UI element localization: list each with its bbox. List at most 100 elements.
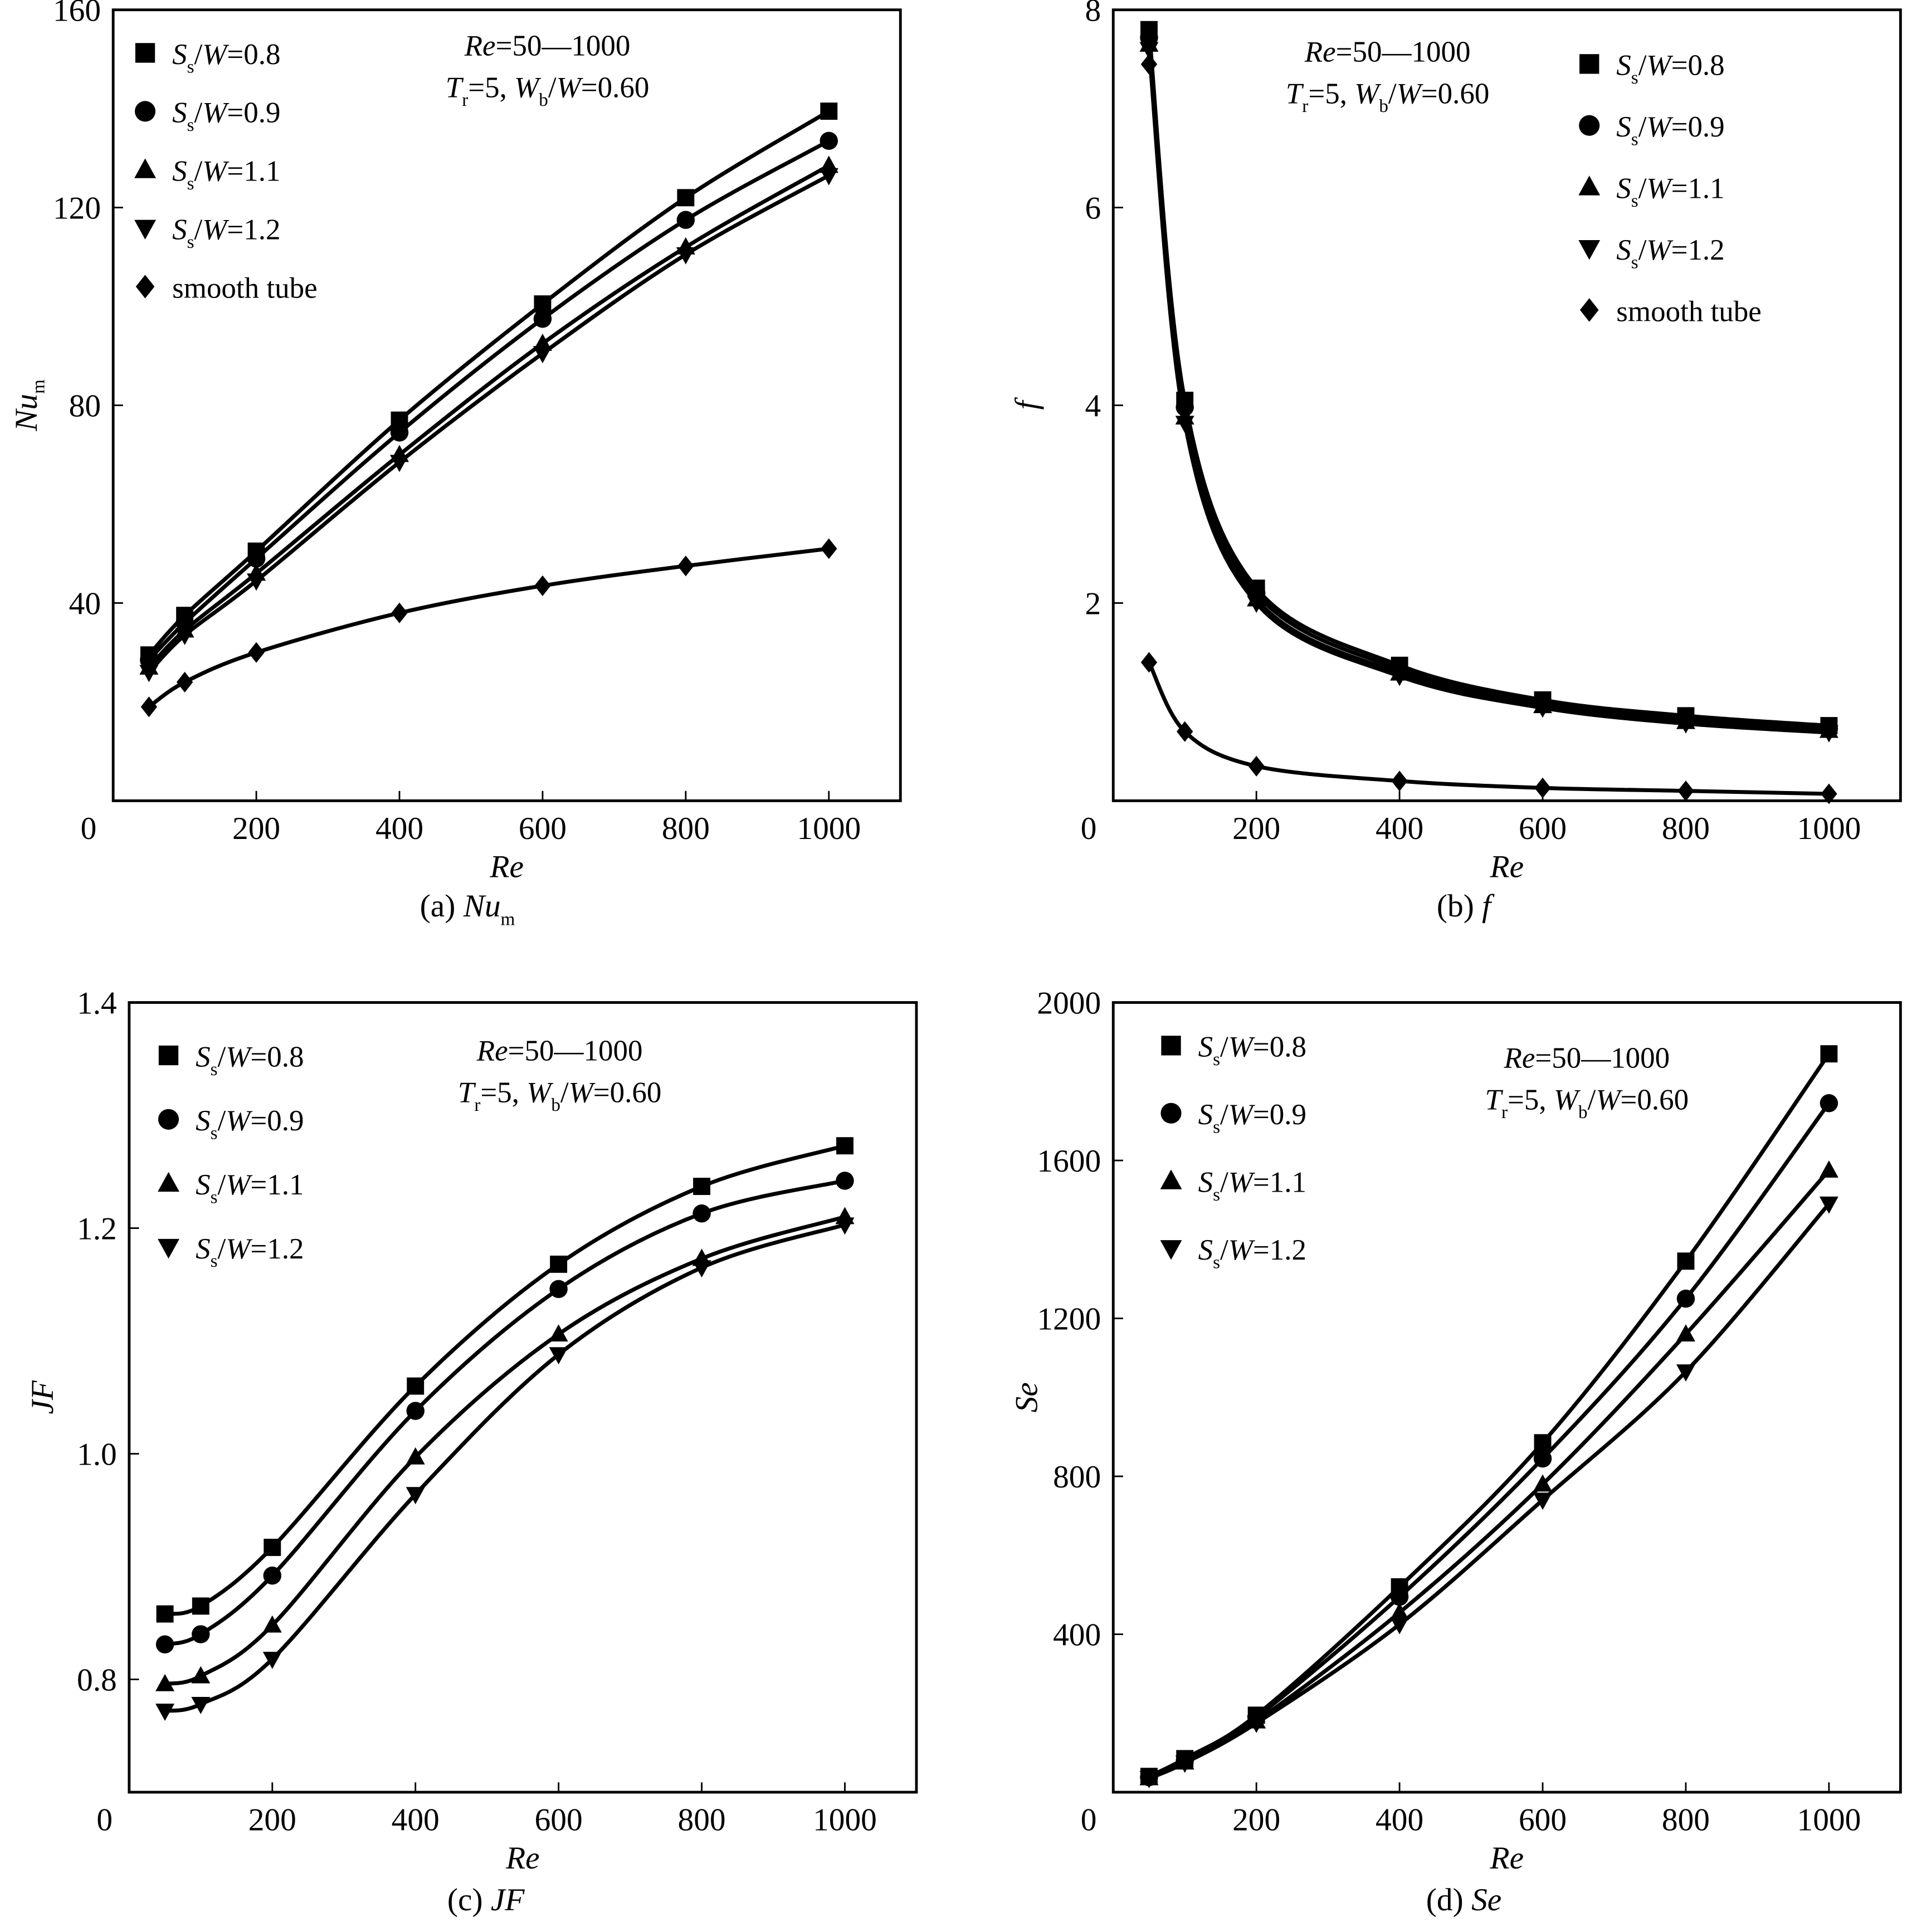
y-axis-label: f [1009,397,1044,410]
legend-label: Ss/W=1.1 [172,155,280,194]
data-point-triangle-down [175,628,194,645]
legend-label-slash: / [217,1041,226,1073]
legend-label-value: =0.9 [227,97,280,129]
data-point-triangle-down [1175,416,1194,433]
legend-label-sub: s [1631,252,1638,272]
legend-label-S: S [1198,1167,1213,1199]
series-ss-w-1-1 [155,1207,855,1691]
data-point-circle [820,131,838,150]
legend-label-sub: s [1213,1049,1220,1070]
x-tick-label: 800 [678,1803,726,1838]
legend-label-slash: / [194,213,203,246]
annotation-T-sub: r [1302,96,1308,116]
data-point-diamond [1677,780,1694,802]
data-point-triangle-down [1175,1755,1194,1773]
data-point-square [836,1137,853,1155]
series-line [1148,1052,1831,1778]
legend-label-value: =1.1 [227,155,280,188]
legend-label-S: S [196,1233,211,1265]
data-point-circle [390,423,409,442]
data-point-circle [155,1635,174,1654]
data-point-square [1820,1045,1838,1063]
x-tick-label: 800 [1662,1803,1710,1838]
y-tick-label: 1600 [1037,1144,1101,1179]
series-line [1147,29,1830,728]
y-tick-label: 40 [69,586,101,621]
x-tick-label: 0 [1081,811,1097,846]
legend-label-value: =1.2 [227,213,280,246]
y-axis-label: JF [25,1380,60,1414]
legend-label-S: S [196,1041,211,1073]
legend-label-value: =1.1 [1671,172,1725,204]
data-point-circle [1390,1587,1409,1606]
caption-variable: f [1482,889,1495,924]
series-ss-w-0-8 [1140,1045,1838,1785]
data-point-diamond [140,696,158,718]
legend-label-S: S [1616,172,1631,204]
legend-label-sub: s [1213,1252,1220,1272]
data-point-circle [263,1567,281,1585]
annotation-Wb-sub: b [1578,1102,1588,1123]
series-ss-w-1-2 [1139,1196,1838,1789]
legend-label-value: =1.2 [1253,1234,1306,1266]
legend-label-value: =0.8 [227,38,280,71]
y-axis-label-main: JF [25,1380,60,1414]
data-point-triangle-down [1533,700,1553,718]
caption-variable: Se [1471,1882,1501,1918]
legend-label-W: W [202,155,230,188]
data-point-circle [676,211,695,230]
data-point-triangle-down [1819,1196,1838,1214]
series-line [1147,49,1830,735]
legend-label-sub: s [187,115,194,135]
legend-label-slash: / [217,1105,226,1137]
legend-label: Ss/W=1.1 [196,1169,304,1207]
legend-label-W: W [1646,172,1674,204]
data-point-diamond [534,575,551,596]
x-tick-label: 600 [1519,1803,1567,1838]
data-point-diamond [1248,755,1265,777]
legend-label-S: S [172,213,187,246]
legend-label: Ss/W=0.9 [1616,111,1724,149]
data-point-triangle-up [549,1324,568,1342]
legend-label-sub: s [211,1059,218,1080]
series-line [147,173,830,674]
data-point-square [550,1255,568,1273]
x-tick-label: 400 [1376,811,1423,846]
legend-label-W: W [226,1233,253,1265]
legend-label-value: =0.8 [250,1041,304,1073]
y-tick-label: 1.4 [77,985,117,1021]
y-tick-label: 1.2 [77,1211,117,1246]
legend-label-value: =0.9 [1671,111,1725,143]
y-axis-label-sub: m [28,379,48,394]
data-point-triangle-down [1247,596,1266,613]
legend-label-text: smooth tube [172,272,318,304]
series-line [164,1214,846,1686]
data-point-triangle-down [155,1704,175,1721]
data-point-triangle-down [1247,1715,1266,1733]
y-tick-label: 120 [53,191,101,226]
annotation-slash: / [548,71,557,104]
annotation-re-value: =50—1000 [1336,36,1471,68]
legend-label-S: S [1616,234,1631,266]
annotation-ratio-value: =0.60 [581,71,650,104]
legend-label-slash: / [217,1233,226,1265]
annotation-W: W [569,1076,596,1109]
data-point-circle [836,1172,854,1190]
annotation-T-sub: r [474,1095,480,1115]
legend-label-sub: s [211,1123,218,1144]
legend-marker-diamond [1579,298,1599,322]
x-tick-label: 0 [96,1803,113,1838]
x-tick-label: 1000 [1797,811,1861,846]
data-point-square [693,1178,711,1196]
annotation-T-sub: r [1501,1102,1508,1123]
y-axis-label: Num [9,379,48,432]
series-line [1147,37,1830,731]
series-ss-w-0-8 [156,1137,853,1623]
annotation-T-sub: r [462,90,468,110]
annotation-re-value: =50—1000 [1535,1042,1670,1075]
caption-prefix: (a) [420,889,464,924]
legend-label-value: =1.2 [250,1233,304,1265]
data-point-triangle-up [1676,1324,1695,1342]
series-smooth-tube [1140,53,1837,804]
